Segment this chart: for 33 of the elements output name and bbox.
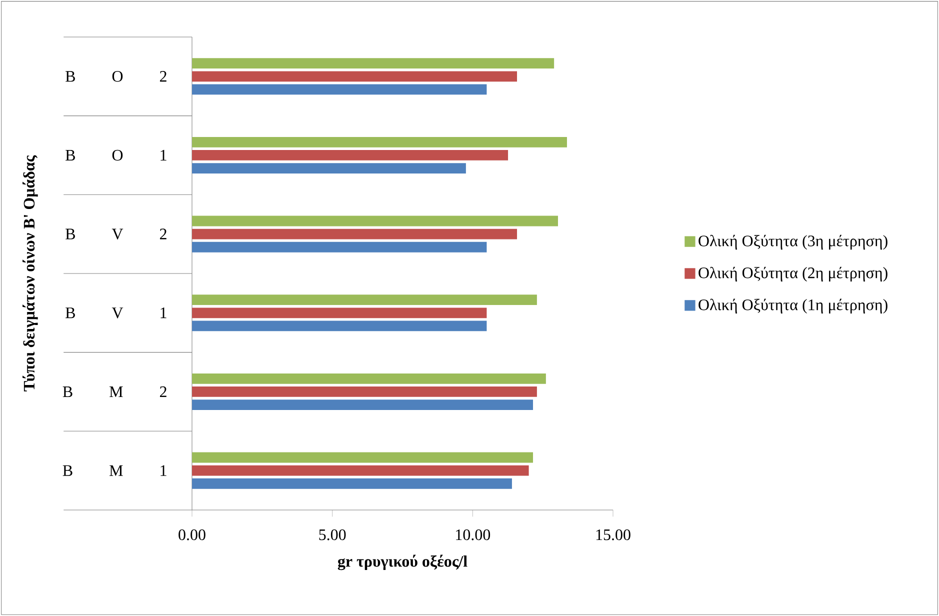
bar [192, 228, 518, 240]
x-tick-label: 10.00 [456, 529, 490, 540]
y-tick-label: B M 2 [62, 386, 166, 398]
x-axis-title: gr τρυγικού οξέος/l [338, 554, 468, 570]
bar [192, 308, 487, 318]
bar [192, 452, 534, 463]
legend-label: Ολική Οξύτητα (2η μέτρηση) [698, 266, 888, 282]
legend-label: Ολική Οξύτητα (3η μέτρηση) [698, 234, 888, 250]
bar [192, 150, 508, 160]
bar [192, 242, 487, 252]
y-tick-label: B V 2 [66, 228, 166, 240]
y-tick-label: B V 1 [66, 308, 166, 318]
x-tick-label: 0.00 [178, 529, 206, 540]
bar [192, 84, 487, 95]
bar [192, 71, 518, 82]
y-tick-label: B M 1 [62, 465, 166, 476]
bar [192, 136, 567, 148]
bar [192, 294, 537, 306]
bar [192, 386, 537, 397]
y-axis-title: Τύποι δειγμάτων οίνων B' Ομάδας [22, 155, 38, 392]
bar [192, 400, 534, 410]
bar [192, 465, 529, 476]
legend-label: Ολική Οξύτητα (1η μέτρηση) [698, 298, 888, 314]
x-tick-label: 5.00 [319, 529, 346, 540]
bar [192, 373, 546, 384]
bar [192, 58, 554, 69]
bar [192, 216, 558, 226]
bar [192, 320, 487, 332]
y-tick-label: B O 2 [66, 71, 166, 82]
y-tick-label: B O 1 [66, 150, 166, 161]
bar [192, 163, 466, 174]
x-tick-label: 15.00 [596, 529, 630, 540]
bar [192, 478, 512, 489]
